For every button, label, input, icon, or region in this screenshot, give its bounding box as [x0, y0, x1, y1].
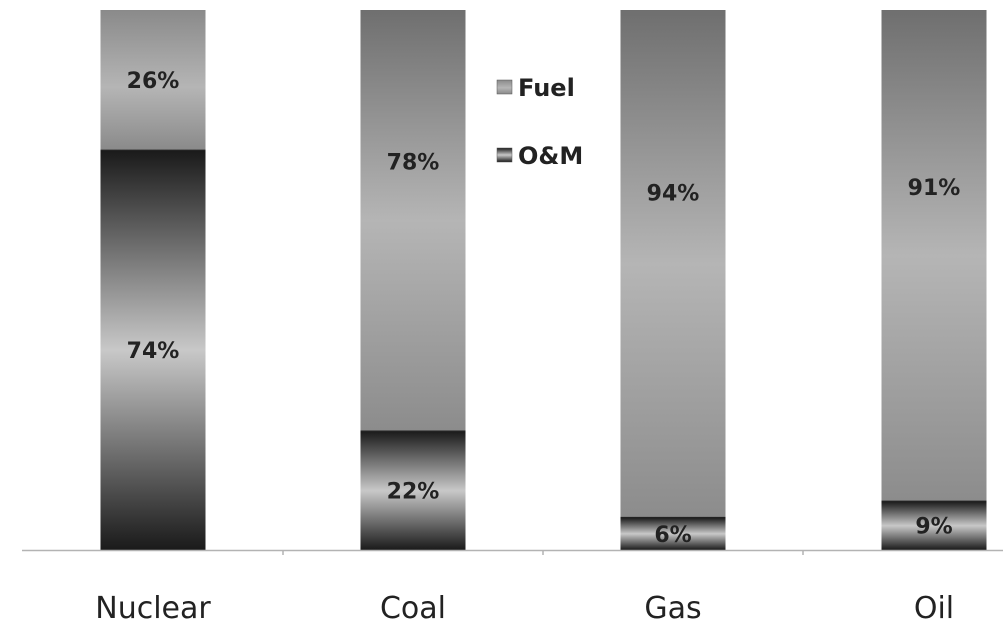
- bar-fuel-oil: [881, 10, 987, 502]
- bar-fuel-nuclear: [100, 10, 206, 151]
- data-label-om-gas: 6%: [654, 523, 691, 548]
- legend-label-fuel: Fuel: [518, 74, 575, 102]
- data-label-om-oil: 9%: [915, 515, 952, 540]
- bar-om-oil: [881, 501, 987, 550]
- bars-layer: [100, 10, 987, 550]
- bar-om-nuclear: [100, 150, 206, 550]
- x-axis: Nuclear Coal Gas Oil: [22, 549, 1003, 626]
- x-tick-label-coal: Coal: [380, 591, 446, 625]
- x-tick-label-oil: Oil: [914, 591, 954, 625]
- legend-swatch-fuel: [496, 79, 513, 95]
- bar-fuel-gas: [620, 10, 726, 518]
- data-labels-layer: 26% 74% 78% 22% 94% 6% 91% 9%: [127, 69, 961, 548]
- legend: Fuel O&M: [496, 74, 583, 170]
- bar-om-gas: [620, 517, 726, 550]
- data-label-fuel-oil: 91%: [908, 176, 961, 201]
- data-label-om-coal: 22%: [387, 480, 440, 505]
- data-label-fuel-nuclear: 26%: [127, 69, 180, 94]
- legend-swatch-om: [496, 147, 513, 163]
- x-tick-label-gas: Gas: [644, 591, 701, 625]
- data-label-fuel-gas: 94%: [647, 182, 700, 207]
- data-label-om-nuclear: 74%: [127, 339, 180, 364]
- bar-om-coal: [360, 431, 466, 550]
- x-tick-label-nuclear: Nuclear: [95, 591, 211, 625]
- data-label-fuel-coal: 78%: [387, 151, 440, 176]
- legend-label-om: O&M: [518, 142, 583, 170]
- bar-fuel-coal: [360, 10, 466, 432]
